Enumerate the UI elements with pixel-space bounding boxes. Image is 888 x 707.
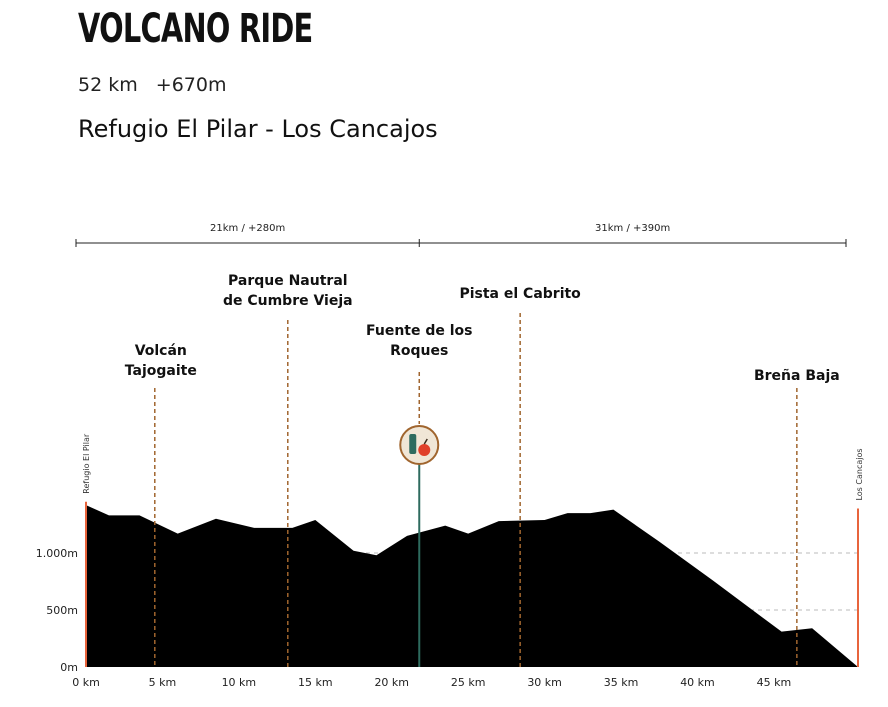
segment-label: 31km / +390m [595,223,670,234]
waypoint-label: Roques [390,343,448,359]
waypoint-label: Tajogaite [125,363,197,379]
aid-station-badge [399,425,440,465]
route-name: Refugio El Pilar - Los Cancajos [78,115,438,143]
x-tick-label: 5 km [149,676,177,689]
waypoint-label: Parque Nautral [228,273,348,289]
x-tick-label: 30 km [527,676,562,689]
apple-icon [418,444,431,456]
elevation-gain-value: +670m [155,74,227,96]
x-tick-label: 25 km [451,676,486,689]
y-tick-label: 1.000m [36,547,78,560]
apple-stem-icon [423,438,428,445]
segment-label: 21km / +280m [210,223,285,234]
page-title: VOLCANO RIDE [78,6,313,52]
x-tick-label: 15 km [298,676,333,689]
y-tick-label: 0m [60,661,78,674]
bottle-icon [409,434,417,454]
waypoint-label: Pista el Cabrito [459,286,581,302]
x-tick-label: 45 km [757,676,792,689]
x-tick-label: 10 km [222,676,257,689]
waypoint-label: de Cumbre Vieja [223,293,353,309]
waypoint-label: Fuente de los [366,323,473,339]
endpoint-label: Refugio El Pilar [82,433,91,494]
x-tick-label: 35 km [604,676,639,689]
route-stats: 52 km +670m [78,74,238,96]
elevation-profile-area [86,505,858,667]
endpoint-label: Los Cancajos [855,448,864,500]
waypoint-label: Volcán [135,343,187,359]
x-tick-label: 0 km [72,676,100,689]
x-tick-label: 20 km [374,676,409,689]
waypoint-label: Breña Baja [754,368,840,384]
x-tick-label: 40 km [680,676,715,689]
y-tick-label: 500m [46,604,78,617]
distance-value: 52 km [78,74,138,96]
